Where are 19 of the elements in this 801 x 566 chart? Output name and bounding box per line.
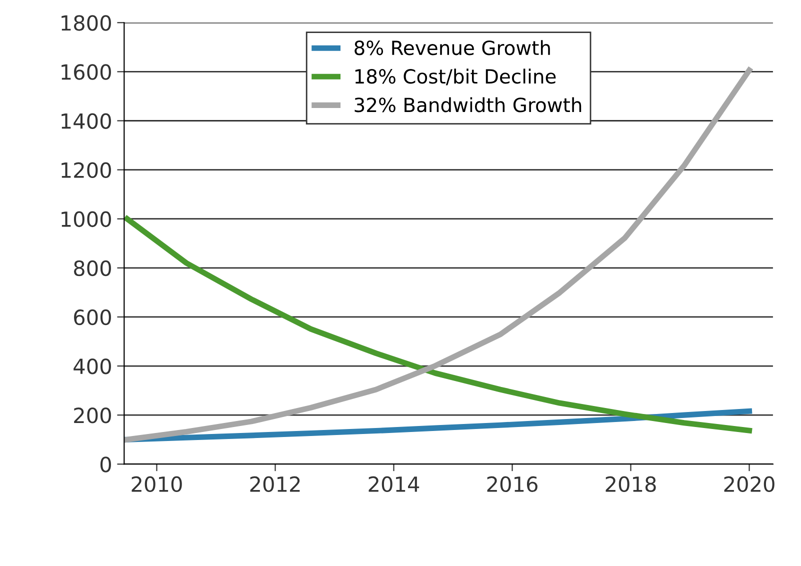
legend-label: 32% Bandwidth Growth <box>354 97 582 112</box>
y-tick-label: 0 <box>100 456 111 472</box>
y-tick-label: 600 <box>74 309 111 326</box>
legend-label: 18% Cost/bit Decline <box>355 68 556 86</box>
y-tick-label: 1000 <box>62 211 111 228</box>
x-tick-label: 2016 <box>487 476 538 492</box>
y-tick-label: 800 <box>74 260 111 276</box>
x-tick-label: 2012 <box>250 476 300 492</box>
y-tick-label: 1400 <box>62 113 111 129</box>
x-tick-label: 2014 <box>368 476 420 492</box>
x-tick-label: 2018 <box>606 476 656 492</box>
y-tick-label: 400 <box>74 358 111 374</box>
y-tick-label: 1600 <box>62 64 111 80</box>
y-tick-label: 1200 <box>62 162 111 178</box>
y-tick-label: 200 <box>74 408 111 424</box>
x-tick-label: 2010 <box>132 476 182 492</box>
x-tick-label: 2020 <box>724 476 774 492</box>
y-tick-label: 1800 <box>62 15 111 31</box>
legend-label: 8% Revenue Growth <box>354 40 550 56</box>
